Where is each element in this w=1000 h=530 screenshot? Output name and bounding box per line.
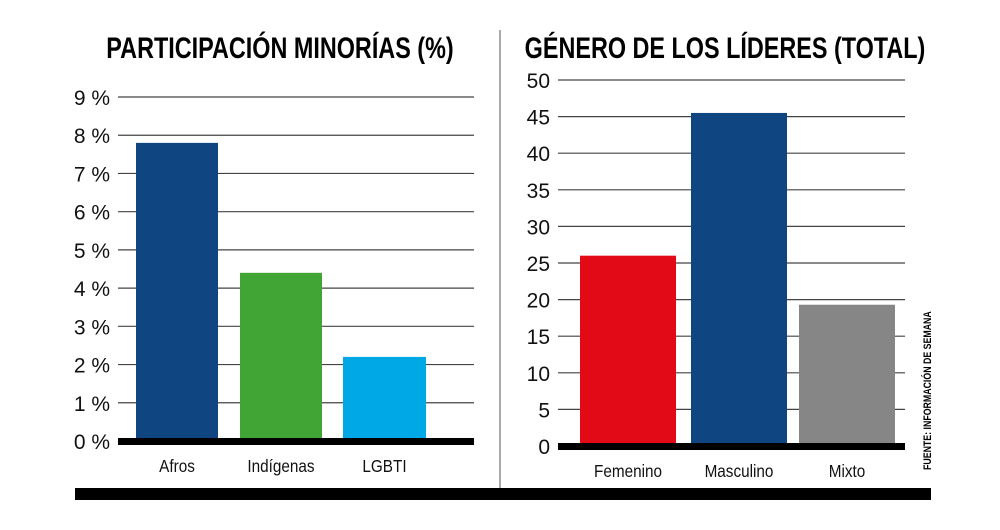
right-y-tick-label: 10 bbox=[527, 363, 550, 386]
left-y-tick-label: 9 % bbox=[74, 87, 110, 110]
left-baseline bbox=[118, 438, 474, 445]
right-bar-masculino bbox=[691, 112, 787, 446]
bottom-rule bbox=[75, 488, 931, 500]
left-category-label: LGBTI bbox=[362, 456, 406, 476]
right-y-tick-label: 5 bbox=[538, 399, 550, 422]
left-y-tick-label: 4 % bbox=[74, 278, 110, 301]
left-y-tick-label: 7 % bbox=[74, 163, 110, 186]
right-bar-mixto bbox=[799, 304, 895, 446]
source-note: FUENTE: INFORMACIÓN DE SEMANA bbox=[921, 311, 934, 470]
right-bar-femenino bbox=[580, 255, 676, 446]
right-category-label: Mixto bbox=[829, 461, 866, 481]
right-y-tick-label: 25 bbox=[527, 253, 550, 276]
left-bar-lgbti bbox=[343, 356, 426, 441]
left-y-tick-label: 2 % bbox=[74, 355, 110, 378]
right-y-tick-label: 15 bbox=[527, 326, 550, 349]
left-category-label: Afros bbox=[159, 456, 195, 476]
right-category-label: Femenino bbox=[594, 461, 662, 481]
left-chart-title: PARTICIPACIÓN MINORÍAS (%) bbox=[106, 30, 453, 65]
right-chart-title: GÉNERO DE LOS LÍDERES (TOTAL) bbox=[525, 30, 926, 65]
left-bar-afros bbox=[136, 142, 218, 441]
left-y-tick-label: 5 % bbox=[74, 240, 110, 263]
right-y-tick-label: 40 bbox=[527, 143, 550, 166]
left-y-tick-label: 0 % bbox=[74, 431, 110, 454]
right-category-label: Masculino bbox=[705, 461, 774, 481]
left-category-label: Indígenas bbox=[247, 456, 314, 476]
right-y-tick-label: 20 bbox=[527, 290, 550, 313]
right-baseline bbox=[558, 443, 905, 450]
left-y-tick-label: 8 % bbox=[74, 125, 110, 148]
right-y-tick-label: 0 bbox=[538, 436, 550, 459]
right-y-tick-label: 35 bbox=[527, 180, 550, 203]
left-y-tick-label: 1 % bbox=[74, 393, 110, 416]
right-y-tick-label: 45 bbox=[527, 107, 550, 130]
left-y-tick-label: 6 % bbox=[74, 202, 110, 225]
right-y-tick-label: 50 bbox=[527, 70, 550, 93]
right-y-tick-label: 30 bbox=[527, 216, 550, 239]
left-y-tick-label: 3 % bbox=[74, 316, 110, 339]
left-bar-indígenas bbox=[240, 272, 322, 441]
